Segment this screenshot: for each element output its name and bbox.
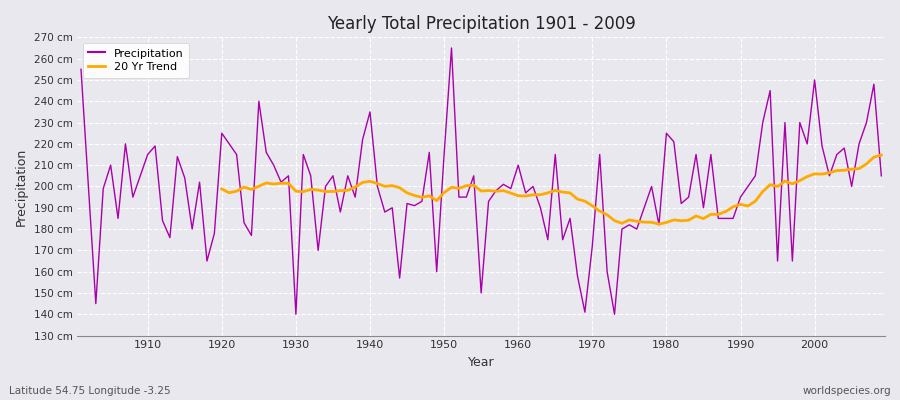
Precipitation [135, 174, 146, 178]
Line: 20 Yr Trend: 20 Yr Trend [221, 155, 881, 224]
Title: Yearly Total Precipitation 1901 - 2009: Yearly Total Precipitation 1901 - 2009 [327, 15, 635, 33]
20 Yr Trend [305, 187, 316, 192]
Precipitation [305, 174, 316, 178]
20 Yr Trend [854, 166, 865, 171]
Precipitation [527, 184, 538, 189]
20 Yr Trend [216, 187, 227, 192]
Text: Latitude 54.75 Longitude -3.25: Latitude 54.75 Longitude -3.25 [9, 386, 171, 396]
20 Yr Trend [417, 195, 428, 200]
Text: worldspecies.org: worldspecies.org [803, 386, 891, 396]
Y-axis label: Precipitation: Precipitation [15, 147, 28, 226]
Precipitation [291, 312, 302, 317]
X-axis label: Year: Year [468, 356, 494, 369]
Precipitation [876, 174, 886, 178]
Legend: Precipitation, 20 Yr Trend: Precipitation, 20 Yr Trend [83, 43, 189, 78]
Precipitation [76, 67, 86, 72]
20 Yr Trend [787, 181, 797, 186]
Precipitation [520, 190, 531, 195]
20 Yr Trend [772, 184, 783, 189]
20 Yr Trend [653, 222, 664, 226]
Precipitation [446, 46, 457, 50]
20 Yr Trend [683, 218, 694, 223]
Line: Precipitation: Precipitation [81, 48, 881, 314]
Precipitation [350, 195, 361, 200]
20 Yr Trend [876, 153, 886, 158]
Precipitation [616, 227, 627, 232]
